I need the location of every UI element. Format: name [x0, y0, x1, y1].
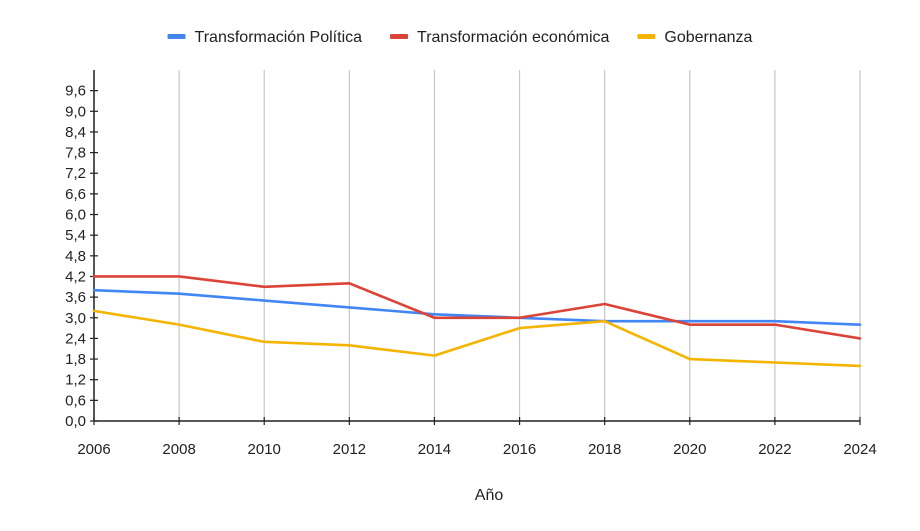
y-tick-label: 0,0 — [65, 413, 86, 430]
y-tick-label: 8,4 — [65, 124, 86, 141]
y-tick-label: 1,8 — [65, 351, 86, 368]
tick-labels: 0,0 0,6 1,2 1,8 2,4 3,0 3,6 4,2 4,8 5,4 6,0 6,6 7,2 7… — [65, 83, 877, 458]
y-tick-label: 7,8 — [65, 145, 86, 162]
series-line-1 — [92, 288, 862, 326]
x-tick-label: 2008 — [162, 441, 195, 458]
legend: Transformación Política Transformación ec… — [167, 29, 753, 46]
x-tick-label: 2014 — [418, 441, 451, 458]
legend-swatch — [167, 34, 186, 39]
x-tick-label: 2024 — [843, 441, 876, 458]
y-tick-label: 4,8 — [65, 248, 86, 265]
y-tick-label: 4,2 — [65, 268, 86, 285]
legend-swatch — [390, 34, 409, 39]
legend-label: Transformación económica — [417, 29, 609, 46]
y-tick-label: 9,0 — [65, 103, 86, 120]
y-tick-label: 6,0 — [65, 207, 86, 224]
x-tick-label: 2016 — [503, 441, 536, 458]
y-tick-label: 2,4 — [65, 330, 86, 347]
legend-label: Gobernanza — [664, 29, 752, 46]
legend-item-3: Gobernanza — [637, 29, 753, 46]
y-tick-label: 7,2 — [65, 165, 86, 182]
x-tick-label: 2010 — [248, 441, 281, 458]
gridlines — [93, 70, 861, 421]
legend-item-1: Transformación Política — [167, 29, 363, 46]
legend-label: Transformación Política — [195, 29, 363, 46]
x-tick-label: 2006 — [77, 441, 110, 458]
y-tick-label: 5,4 — [65, 227, 86, 244]
series-lines — [92, 275, 862, 368]
x-tick-label: 2012 — [333, 441, 366, 458]
x-tick-label: 2022 — [758, 441, 791, 458]
y-tick-label: 9,6 — [65, 83, 86, 100]
y-tick-label: 6,6 — [65, 186, 86, 203]
legend-item-2: Transformación económica — [390, 29, 609, 46]
series-line-3 — [92, 309, 862, 368]
y-tick-label: 3,0 — [65, 310, 86, 327]
y-tick-label: 1,2 — [65, 372, 86, 389]
y-tick-label: 0,6 — [65, 392, 86, 409]
y-tick-label: 3,6 — [65, 289, 86, 306]
x-tick-label: 2018 — [588, 441, 621, 458]
x-axis-title: Año — [475, 487, 504, 504]
legend-swatch — [637, 34, 656, 39]
axes — [90, 70, 861, 425]
x-tick-label: 2020 — [673, 441, 706, 458]
series-line-2 — [92, 275, 862, 340]
